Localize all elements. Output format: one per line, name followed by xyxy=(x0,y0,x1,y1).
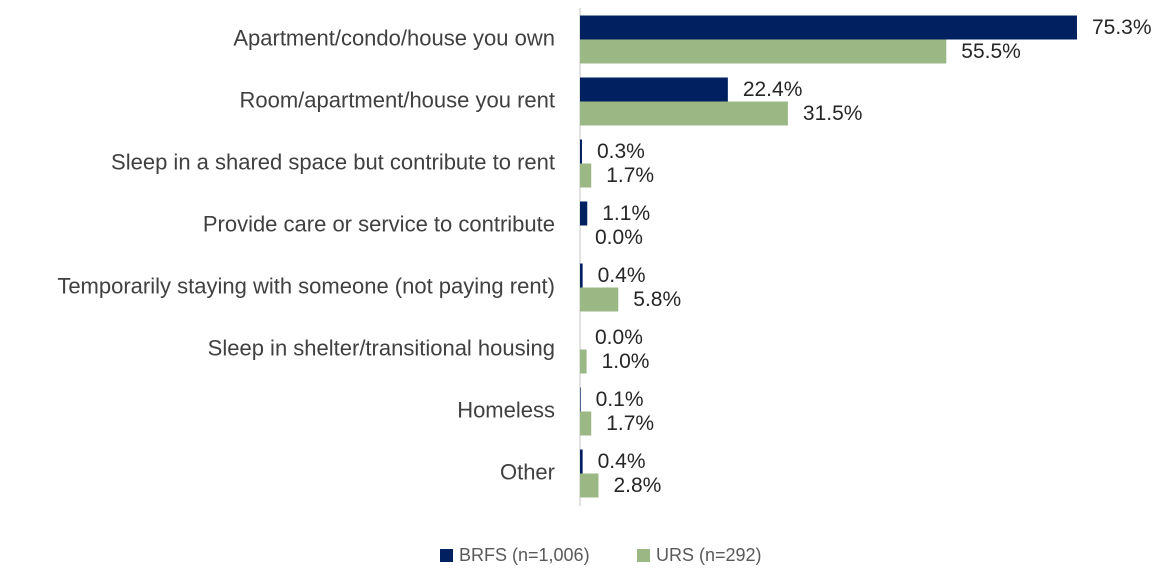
value-label: 0.0% xyxy=(595,326,643,349)
bar xyxy=(580,139,582,164)
value-label: 5.8% xyxy=(633,288,681,311)
category-label: Provide care or service to contribute xyxy=(203,211,555,236)
legend-swatch xyxy=(637,549,650,562)
category-label: Room/apartment/house you rent xyxy=(239,87,555,112)
category-label: Homeless xyxy=(457,397,555,422)
bar xyxy=(580,101,788,126)
bar xyxy=(580,411,592,436)
value-label: 0.0% xyxy=(595,226,643,249)
value-label: 55.5% xyxy=(961,40,1021,63)
bar xyxy=(580,263,583,288)
bar xyxy=(580,387,581,412)
value-label: 0.4% xyxy=(598,450,646,473)
category-label: Temporarily staying with someone (not pa… xyxy=(57,273,555,298)
legend-label: BRFS (n=1,006) xyxy=(459,545,590,565)
bar xyxy=(580,201,588,226)
category-label: Apartment/condo/house you own xyxy=(233,25,555,50)
bar xyxy=(580,39,947,64)
bar xyxy=(580,349,587,374)
legend-label: URS (n=292) xyxy=(656,545,762,565)
value-label: 22.4% xyxy=(743,78,803,101)
bar xyxy=(580,77,728,102)
bar xyxy=(580,473,599,498)
bar xyxy=(580,163,592,188)
value-label: 1.1% xyxy=(602,202,650,225)
value-label: 2.8% xyxy=(613,474,661,497)
legend-swatch xyxy=(440,549,453,562)
bar xyxy=(580,449,583,474)
value-label: 0.1% xyxy=(596,388,644,411)
value-label: 0.3% xyxy=(597,140,645,163)
category-label: Sleep in shelter/transitional housing xyxy=(208,335,555,360)
bar xyxy=(580,15,1077,40)
bar xyxy=(580,287,619,312)
value-label: 0.4% xyxy=(598,264,646,287)
value-label: 1.7% xyxy=(606,412,654,435)
value-label: 1.0% xyxy=(602,350,650,373)
category-label: Other xyxy=(500,459,555,484)
category-label: Sleep in a shared space but contribute t… xyxy=(111,149,555,174)
value-label: 1.7% xyxy=(606,164,654,187)
value-label: 31.5% xyxy=(803,102,863,125)
value-label: 75.3% xyxy=(1092,16,1152,39)
